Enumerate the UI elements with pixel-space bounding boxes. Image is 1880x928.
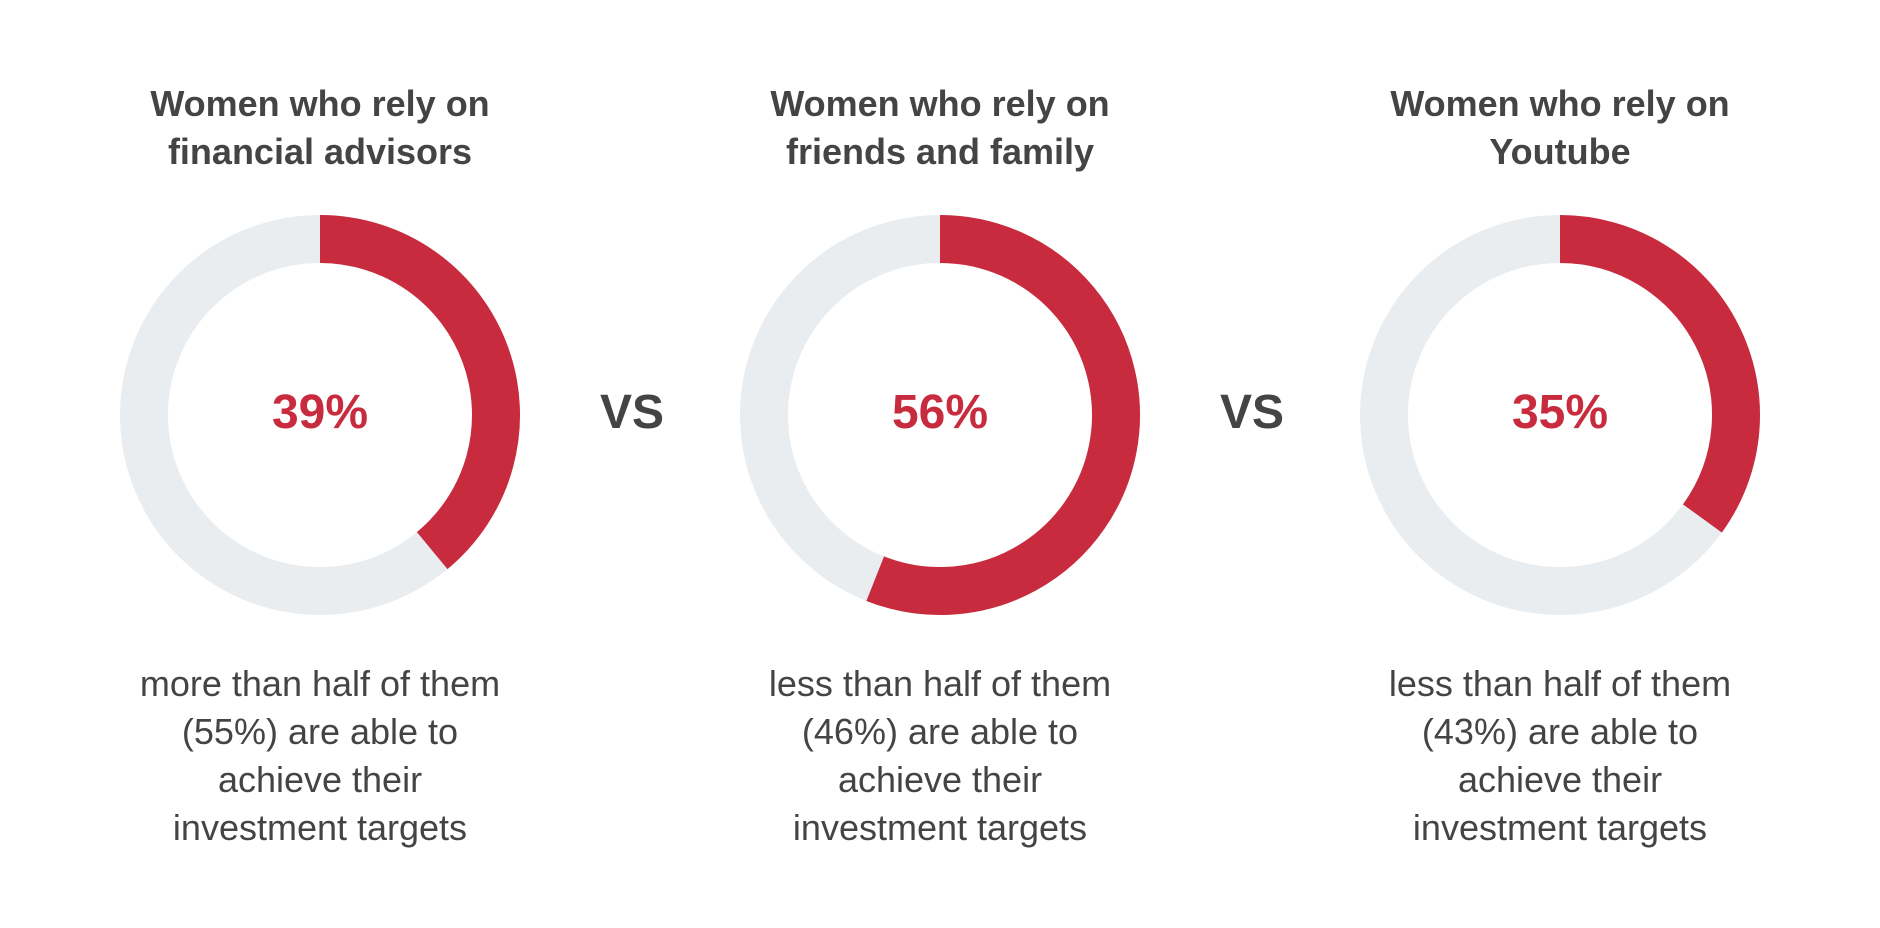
donut-chart-financial-advisors [120,215,520,615]
panel-title: Women who rely on financial advisors [150,83,490,172]
donut-panel-friends-family: Women who rely on friends and family 56%… [660,0,1220,928]
panel-description: less than half of them (43%) are able to… [1388,663,1732,848]
donut-panel-youtube: Women who rely on Youtube 35% less than … [1280,0,1840,928]
donut-arc [866,215,1140,615]
vs-label: VS [1219,386,1285,439]
donut-value: 56% [891,386,989,439]
vs-label: VS [599,386,665,439]
donut-chart-youtube [1360,215,1760,615]
donut-chart-friends-family [740,215,1140,615]
donut-value: 35% [1511,386,1609,439]
panel-description: less than half of them (46%) are able to… [768,663,1112,848]
panel-title: Women who rely on Youtube [1390,83,1730,172]
donut-arc [1559,215,1760,533]
donut-value: 39% [271,386,369,439]
donut-panel-financial-advisors: Women who rely on financial advisors 39%… [40,0,600,928]
donut-arc [319,215,520,570]
panel-description: more than half of them (55%) are able to… [139,663,501,848]
panel-title: Women who rely on friends and family [770,83,1110,172]
